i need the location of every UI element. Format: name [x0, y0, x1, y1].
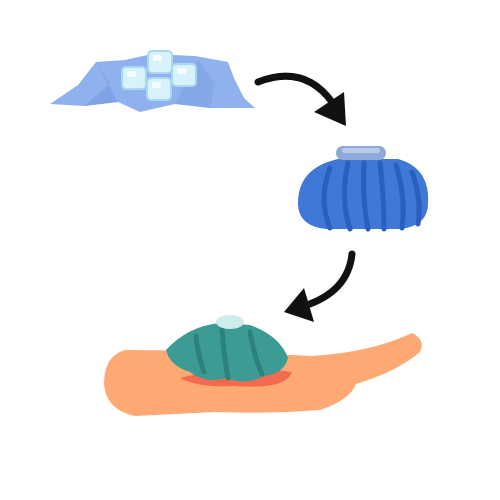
- ice-bag-cap-highlight: [342, 148, 380, 153]
- ice-cubes-on-cloth: [50, 50, 255, 112]
- arrow-1: [254, 72, 346, 126]
- teal-ice-bag-folds: [193, 327, 265, 381]
- teal-ice-bag-cap: [216, 315, 244, 329]
- ice-cube: [171, 63, 197, 87]
- arrow-2-shaft: [300, 250, 356, 310]
- ice-cube: [147, 50, 173, 74]
- ice-cube: [121, 66, 147, 90]
- arrow-1-head: [314, 92, 346, 126]
- ice-bag-ribs: [321, 160, 422, 232]
- arrow-1-shaft: [254, 72, 336, 106]
- arrow-2-head: [284, 288, 314, 322]
- ice-bag-on-leg: [104, 315, 422, 416]
- ice-cube: [146, 77, 172, 101]
- arrow-2: [284, 250, 356, 322]
- ice-bag: [298, 146, 429, 232]
- cloth-shadow: [84, 62, 118, 106]
